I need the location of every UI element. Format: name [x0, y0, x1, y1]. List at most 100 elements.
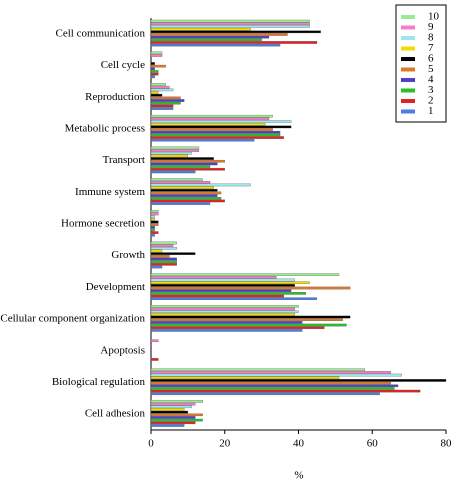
y-tick-label: Development [86, 281, 145, 293]
bar [150, 252, 196, 255]
bar [150, 260, 177, 263]
bar [150, 313, 295, 316]
legend-swatch [401, 57, 415, 61]
legend-label: 1 [428, 105, 434, 117]
bar [150, 408, 185, 411]
bar [150, 323, 347, 327]
bar [150, 162, 218, 166]
bar [150, 191, 222, 195]
bar [150, 183, 251, 187]
bar [150, 329, 303, 332]
y-tick-label: Apoptosis [100, 344, 145, 356]
legend-label: 6 [428, 53, 434, 65]
bar [150, 286, 351, 290]
bar [150, 136, 284, 139]
bar [150, 284, 295, 287]
bar [150, 244, 174, 247]
bar [150, 202, 211, 205]
y-tick-label: Reproduction [85, 91, 145, 103]
bar [150, 104, 174, 108]
bar [150, 154, 189, 158]
bar [150, 178, 203, 181]
bar [150, 339, 159, 343]
bar [150, 421, 196, 425]
bar [150, 257, 177, 261]
bar [150, 107, 174, 110]
bar [150, 93, 163, 97]
bar [150, 19, 310, 23]
bar [150, 149, 200, 152]
bar [150, 255, 170, 258]
bar [150, 400, 203, 403]
bar [150, 389, 421, 393]
legend-label: 7 [428, 42, 434, 54]
bar [150, 167, 225, 171]
bar [150, 307, 295, 311]
legend-label: 5 [428, 63, 434, 75]
legend-label: 8 [428, 32, 434, 44]
y-tick-label: Cell communication [55, 27, 145, 39]
y-tick-label: Growth [111, 249, 145, 261]
bar [150, 297, 318, 300]
bar [150, 186, 214, 189]
legend-swatch [401, 88, 415, 93]
bar [150, 384, 399, 388]
bar [150, 159, 225, 163]
bar [150, 122, 266, 126]
bar [150, 413, 203, 417]
bar [150, 281, 310, 284]
legend-label: 3 [428, 84, 434, 96]
legend-swatch [401, 36, 415, 40]
bar [150, 265, 163, 269]
bar [150, 294, 284, 298]
bar [150, 75, 155, 79]
bar [150, 276, 277, 279]
bar [150, 125, 292, 129]
bar [150, 83, 166, 86]
bar [150, 289, 292, 292]
bar [150, 85, 170, 89]
legend-label: 10 [428, 11, 440, 23]
bar [150, 64, 166, 68]
bar [150, 273, 340, 276]
bar [150, 91, 159, 94]
bar [150, 67, 155, 71]
y-tick-label: Immune system [75, 186, 145, 198]
bar [150, 117, 270, 121]
bar [150, 405, 192, 409]
bar [150, 99, 185, 102]
bar [150, 133, 281, 137]
bar [150, 41, 318, 44]
bar [150, 30, 321, 34]
bar [150, 43, 281, 47]
bar [150, 72, 159, 76]
bar [150, 54, 163, 57]
bar [150, 368, 366, 372]
bar [150, 410, 189, 414]
bar [150, 210, 159, 213]
legend-swatch [401, 99, 415, 103]
y-tick-label: Hormone secretion [61, 218, 145, 230]
legend-swatch [401, 78, 415, 82]
bar [150, 424, 185, 427]
bar [150, 318, 343, 321]
bar [150, 371, 391, 374]
bar [150, 228, 155, 232]
y-tick-label: Metabolic process [65, 122, 145, 134]
x-tick-label: 20 [219, 438, 231, 450]
y-tick-label: Transport [103, 154, 145, 166]
legend-label: 4 [428, 74, 434, 86]
bar [150, 114, 273, 118]
bar [150, 51, 163, 55]
bar [150, 234, 155, 237]
bar [150, 146, 200, 150]
legend-label: 9 [428, 21, 434, 33]
legend-swatch [401, 25, 415, 30]
bar [150, 418, 203, 422]
bar [150, 292, 307, 295]
bar [150, 170, 196, 174]
bar [150, 88, 174, 92]
bar [150, 101, 181, 105]
bar [150, 188, 218, 192]
